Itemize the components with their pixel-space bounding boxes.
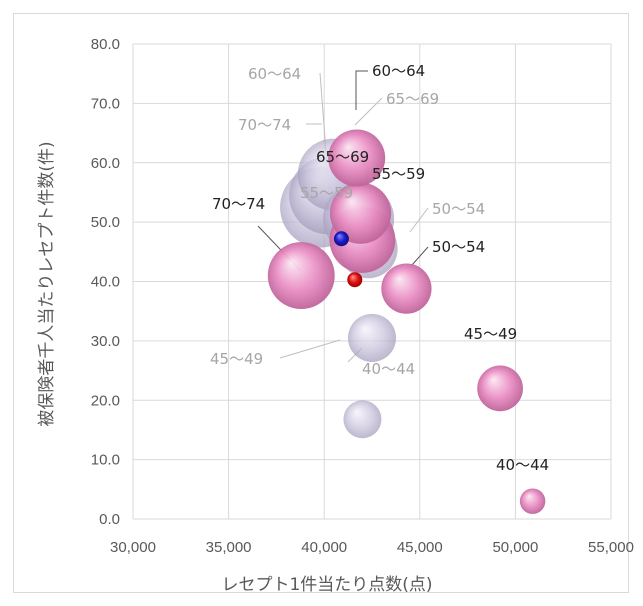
bubble-pink-65〜69 — [329, 182, 392, 244]
bubble-pink-45〜49 — [477, 365, 523, 412]
y-tick-label: 40.0 — [91, 274, 120, 291]
leader-line — [279, 339, 341, 359]
data-label-pink-55〜59: 55〜59 — [372, 165, 425, 183]
data-label-grey-65〜69: 65〜69 — [386, 90, 439, 108]
data-label-grey-55〜59: 55〜59 — [300, 184, 353, 202]
data-labels: 40〜44 45〜49 50〜54 55〜59 60〜64 65〜69 70〜74 40〜44… — [210, 62, 549, 474]
data-label-pink-70〜74: 70〜74 — [212, 195, 265, 213]
bubble-pink-50〜54 — [381, 263, 432, 314]
data-label-grey-40〜44: 40〜44 — [362, 360, 415, 378]
y-axis-title: 被保険者千人当たりレセプト件数(件) — [37, 141, 57, 426]
gridlines — [132, 43, 612, 520]
x-tick-label: 35,000 — [206, 539, 252, 556]
bubbles — [267, 129, 546, 514]
data-label-pink-50〜54: 50〜54 — [432, 238, 485, 256]
x-tick-label: 45,000 — [397, 539, 443, 556]
y-tick-label: 10.0 — [91, 452, 120, 469]
data-label-grey-60〜64: 60〜64 — [248, 65, 301, 83]
x-tick-label: 40,000 — [301, 539, 347, 556]
bubble-pink-40〜44 — [519, 488, 546, 514]
data-label-pink-60〜64: 60〜64 — [372, 62, 425, 80]
y-tick-label: 60.0 — [91, 155, 120, 172]
bubble-pink-60〜64 — [328, 129, 386, 187]
bubble-grey-45〜49 — [347, 313, 397, 362]
data-label-pink-65〜69: 65〜69 — [316, 148, 369, 166]
x-tick-label: 50,000 — [492, 539, 538, 556]
leader-line — [355, 70, 368, 110]
y-tick-label: 50.0 — [91, 214, 120, 231]
y-tick-label: 20.0 — [91, 392, 120, 409]
average-marker-blue — [333, 231, 349, 247]
x-tick-label: 55,000 — [588, 539, 634, 556]
y-tick-label: 30.0 — [91, 333, 120, 350]
data-label-grey-50〜54: 50〜54 — [432, 200, 485, 218]
x-axis-ticks: 30,000 35,000 40,000 45,000 50,000 55,000 — [110, 539, 634, 556]
data-label-grey-70〜74: 70〜74 — [238, 116, 291, 134]
leader-line — [411, 246, 429, 266]
leader-line — [409, 207, 429, 233]
data-label-grey-45〜49: 45〜49 — [210, 350, 263, 368]
data-label-pink-40〜44: 40〜44 — [496, 456, 549, 474]
leader-line — [354, 97, 383, 126]
average-marker-red — [347, 272, 363, 288]
x-tick-label: 30,000 — [110, 539, 156, 556]
data-label-pink-45〜49: 45〜49 — [464, 325, 517, 343]
bubble-grey-40〜44 — [343, 400, 382, 439]
y-tick-label: 0.0 — [99, 511, 120, 528]
x-axis-title: レセプト1件当たり点数(点) — [221, 575, 432, 595]
y-axis-ticks: 0.0 10.0 20.0 30.0 40.0 50.0 60.0 70.0 80.0 — [91, 36, 120, 528]
bubble-pink-70〜74 — [267, 242, 335, 310]
y-tick-label: 80.0 — [91, 36, 120, 53]
y-tick-label: 70.0 — [91, 95, 120, 112]
